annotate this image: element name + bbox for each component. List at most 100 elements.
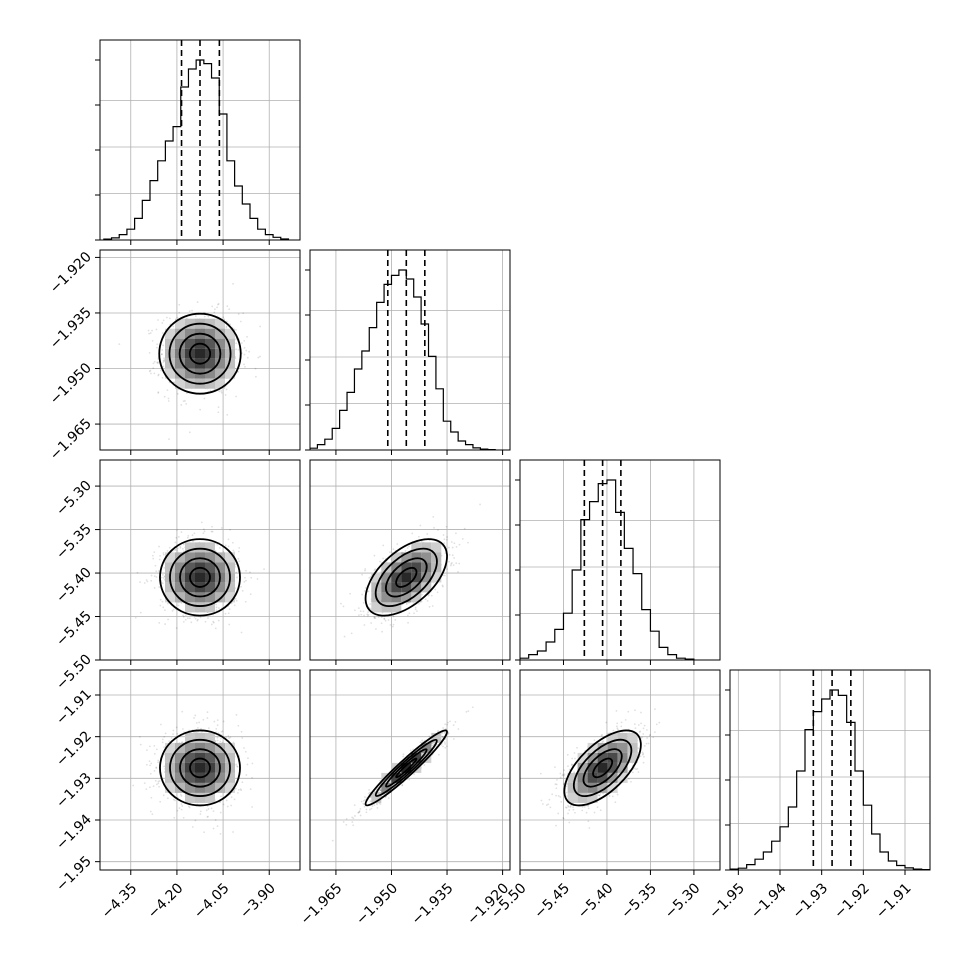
scatter-point — [449, 564, 452, 567]
scatter-point — [206, 711, 209, 714]
density-cell — [185, 772, 195, 783]
scatter-point — [157, 782, 160, 785]
density-cell — [165, 582, 175, 593]
scatter-point — [181, 741, 184, 744]
scatter-point — [160, 576, 163, 579]
scatter-point — [118, 343, 121, 345]
scatter-point — [157, 373, 160, 376]
scatter-point — [361, 573, 364, 576]
scatter-point — [413, 773, 416, 776]
scatter-point — [389, 624, 392, 626]
scatter-point — [157, 780, 160, 783]
scatter-point — [191, 826, 194, 828]
density-cell — [421, 572, 432, 583]
scatter-point — [237, 557, 240, 560]
y-tick-label: −1.920 — [47, 249, 95, 297]
scatter-point — [350, 632, 353, 635]
density-cell — [391, 572, 402, 583]
scatter-point — [443, 574, 446, 577]
scatter-point — [257, 356, 260, 359]
density-cell — [391, 582, 402, 593]
density-cell — [421, 742, 432, 753]
x-tick-label: −3.90 — [237, 880, 279, 922]
scatter-point — [155, 766, 158, 769]
scatter-point — [254, 367, 257, 370]
scatter-point — [215, 603, 218, 606]
scatter-point — [224, 394, 227, 396]
scatter-point — [150, 762, 153, 765]
density-cell — [175, 772, 185, 783]
density-cell — [185, 782, 195, 793]
density-cell — [165, 592, 175, 603]
scatter-point — [153, 551, 156, 554]
scatter-point — [180, 808, 183, 811]
panel-content — [310, 670, 510, 870]
scatter-point — [428, 605, 431, 608]
scatter-point — [232, 831, 234, 833]
scatter-point — [358, 810, 361, 812]
contour-3 — [159, 729, 241, 807]
scatter-point — [377, 616, 380, 618]
scatter-point — [155, 328, 158, 331]
scatter-point — [163, 746, 166, 749]
scatter-point — [237, 348, 240, 351]
density-cell — [205, 592, 215, 603]
scatter-point — [188, 617, 191, 620]
scatter-point — [153, 575, 156, 578]
scatter-point — [155, 570, 158, 573]
scatter-point — [369, 808, 371, 811]
scatter-point — [378, 802, 381, 805]
scatter-point — [213, 388, 216, 391]
scatter-point — [217, 302, 220, 305]
scatter-point — [240, 585, 242, 588]
scatter-point — [251, 776, 253, 779]
panel-content — [310, 250, 510, 450]
scatter-point — [167, 397, 170, 400]
density-cell — [175, 358, 185, 369]
scatter-point — [234, 787, 237, 790]
scatter-point — [458, 543, 461, 546]
scatter-point — [471, 706, 474, 709]
scatter-point — [434, 588, 437, 591]
scatter-point — [177, 536, 180, 538]
scatter-point — [406, 614, 409, 617]
scatter-point — [157, 570, 160, 572]
scatter-point — [193, 532, 196, 535]
scatter-point — [225, 325, 228, 328]
scatter-point — [238, 560, 241, 563]
scatter-point — [152, 362, 155, 365]
scatter-point — [342, 821, 345, 823]
scatter-point — [194, 315, 197, 317]
scatter-point — [168, 740, 171, 743]
scatter-point — [186, 617, 189, 620]
scatter-point — [202, 718, 205, 721]
density-cell — [175, 552, 185, 563]
density-cell — [185, 542, 195, 553]
scatter-point — [620, 721, 623, 724]
scatter-point — [394, 619, 397, 621]
scatter-point — [159, 598, 162, 601]
scatter-point — [364, 796, 366, 798]
density-cell — [195, 732, 205, 743]
density-cell — [391, 562, 402, 573]
scatter-point — [174, 549, 176, 552]
scatter-point — [163, 395, 166, 398]
scatter-point — [563, 773, 566, 776]
scatter-point — [167, 400, 170, 402]
contour-0 — [188, 342, 212, 365]
scatter-point — [203, 530, 206, 533]
scatter-point — [236, 765, 239, 768]
scatter-point — [450, 563, 453, 565]
scatter-point — [199, 408, 202, 411]
density-cell — [185, 742, 195, 753]
scatter-point — [226, 305, 229, 308]
density-cell — [195, 602, 205, 613]
scatter-point — [196, 619, 199, 622]
scatter-point — [157, 374, 160, 377]
scatter-point — [451, 554, 454, 557]
panel-frame — [309, 249, 511, 451]
scatter-point — [243, 363, 245, 366]
scatter-point — [172, 325, 175, 328]
scatter-point — [420, 540, 423, 543]
density-cell — [175, 592, 185, 603]
